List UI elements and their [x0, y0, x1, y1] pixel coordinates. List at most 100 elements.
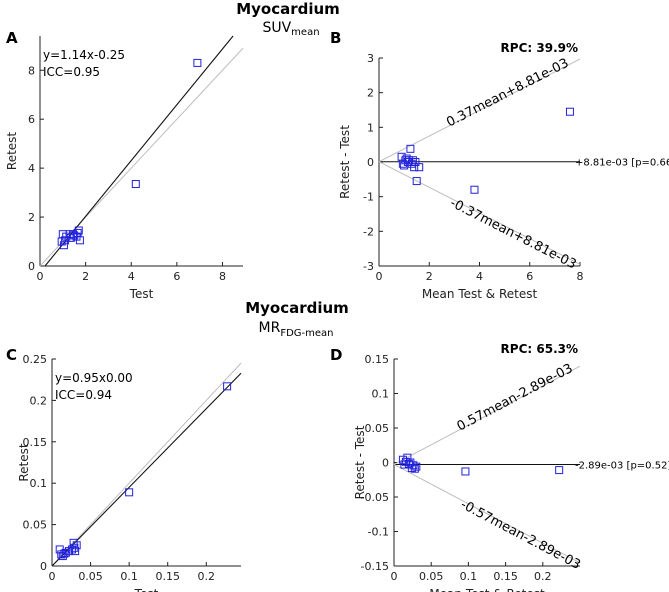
- data-point: [470, 185, 479, 194]
- section-subtitle-1: SUVmean: [262, 20, 319, 38]
- x-tick-label: 0.15: [493, 570, 518, 583]
- section-subtitle-1-main: SUV: [262, 20, 291, 36]
- y-tick-label: 0: [382, 457, 389, 470]
- mean-line-label: -2.89e-03 [p=0.52]: [575, 460, 669, 471]
- data-point: [461, 467, 470, 476]
- fit-line: [51, 372, 242, 567]
- panel-letter-d: D: [330, 346, 342, 364]
- section-subtitle-2-main: MR: [259, 320, 281, 336]
- x-axis-label: Mean Test & Retest: [422, 287, 538, 301]
- y-tick-label: 1: [367, 121, 374, 134]
- x-tick-label: 8: [219, 270, 226, 283]
- panel-c: C 0 0.05 0.1 0.15 0.2 0 0.05 0.1 0.15 0.2 0.25 Test R…: [6, 346, 242, 592]
- x-tick-label: 2: [82, 270, 89, 283]
- data-point: [71, 547, 80, 556]
- data-point: [415, 163, 424, 172]
- panel-letter-b: B: [330, 29, 341, 47]
- data-point: [223, 382, 232, 391]
- y-axis-label: Retest - Test: [353, 425, 367, 499]
- y-tick-label: 0.15: [23, 436, 48, 449]
- x-tick-label: 0: [37, 270, 44, 283]
- x-tick-label: 2: [426, 270, 433, 283]
- lower-loa-line: [378, 161, 581, 265]
- y-tick-label: -1: [363, 191, 374, 204]
- identity-line: [51, 362, 242, 567]
- y-tick-label: 0.05: [365, 422, 390, 435]
- rpc-label: RPC: 65.3%: [501, 342, 578, 356]
- section-title-2: Myocardium: [245, 299, 349, 317]
- lower-loa-line: [393, 464, 581, 564]
- y-tick-label: -0.05: [361, 491, 389, 504]
- section-title-1: Myocardium: [236, 0, 340, 18]
- y-tick-label: -0.1: [368, 526, 389, 539]
- y-tick-label: 0: [28, 260, 35, 273]
- panel-letter-a: A: [6, 29, 18, 47]
- lower-loa-label: -0.37mean+8.81e-03: [447, 196, 578, 273]
- y-tick-label: -0.15: [361, 560, 389, 573]
- y-tick-label: 0: [367, 156, 374, 169]
- section-subtitle-2-sub: FDG-mean: [280, 328, 333, 339]
- y-tick-label: 3: [367, 52, 374, 65]
- fit-line: [44, 35, 234, 267]
- x-tick-label: 0.2: [198, 570, 216, 583]
- data-point: [410, 163, 419, 172]
- y-tick-label: -3: [363, 260, 374, 273]
- y-axis-label: Retest: [17, 443, 31, 482]
- upper-loa-line: [393, 365, 581, 465]
- data-point: [60, 549, 69, 558]
- x-axis-label: Mean Test & Retest: [429, 587, 545, 592]
- x-axis-label: Test: [129, 287, 154, 301]
- data-point: [125, 488, 134, 497]
- panel-letter-c: C: [6, 346, 17, 364]
- y-tick-label: 0.1: [372, 388, 390, 401]
- data-point: [131, 180, 140, 189]
- panel-d: D 0 0.05 0.1 0.15 0.2 -0.15 -0.1 -0.05 0 0.05 0.1 0.…: [330, 342, 669, 592]
- y-tick-label: 2: [367, 87, 374, 100]
- data-point: [193, 58, 202, 67]
- x-axis-label: Test: [134, 587, 159, 592]
- annotation-icc: ICC=0.95: [43, 65, 100, 79]
- y-tick-label: 4: [28, 162, 35, 175]
- data-point: [555, 466, 564, 475]
- data-point: [406, 144, 415, 153]
- y-tick-label: 0: [40, 560, 47, 573]
- x-tick-label: 4: [128, 270, 135, 283]
- data-point: [412, 462, 421, 471]
- data-point: [59, 241, 68, 250]
- x-tick-label: 0: [391, 570, 398, 583]
- y-tick-label: 0.15: [365, 353, 390, 366]
- section-subtitle-1-sub: mean: [291, 27, 319, 38]
- panel-b: B 0 2 4 6 8 -3 -2 -1 0 1 2 3 Mean Test & Retest Retest…: [330, 29, 669, 301]
- y-tick-label: 0.25: [23, 353, 48, 366]
- data-point: [72, 541, 81, 550]
- data-point: [410, 464, 419, 473]
- data-point: [403, 453, 412, 462]
- x-tick-label: 0.1: [120, 570, 138, 583]
- x-tick-label: 0.1: [460, 570, 478, 583]
- annotation-icc: ICC=0.94: [55, 388, 112, 402]
- y-tick-label: 0.1: [30, 477, 48, 490]
- data-point: [75, 236, 84, 245]
- annotation-equation: y=0.95x0.00: [55, 371, 133, 385]
- mean-line-label: +8.81e-03 [p=0.66]: [575, 158, 669, 169]
- y-tick-label: -2: [363, 225, 374, 238]
- annotation-equation: y=1.14x-0.25: [43, 48, 125, 62]
- data-point: [412, 177, 421, 186]
- y-tick-label: 0.05: [23, 519, 48, 532]
- x-tick-label: 0.2: [534, 570, 552, 583]
- x-tick-label: 0: [376, 270, 383, 283]
- upper-loa-label: 0.37mean+8.81e-03: [444, 56, 571, 131]
- data-point: [565, 107, 574, 116]
- x-tick-label: 8: [577, 270, 584, 283]
- panel-a: A 0 2 4 6 8 0 2 4 6 8 Test Retest y=1.14x-0.25 ICC=0.9…: [5, 29, 244, 301]
- x-tick-label: 6: [526, 270, 533, 283]
- x-tick-label: 4: [476, 270, 483, 283]
- data-point: [407, 464, 416, 473]
- y-tick-label: 2: [28, 211, 35, 224]
- section-subtitle-2: MRFDG-mean: [259, 320, 334, 339]
- upper-loa-line: [378, 58, 581, 163]
- lower-loa-label: -0.57mean-2.89e-03: [458, 497, 583, 573]
- rpc-label: RPC: 39.9%: [501, 41, 578, 55]
- y-tick-label: 8: [28, 64, 35, 77]
